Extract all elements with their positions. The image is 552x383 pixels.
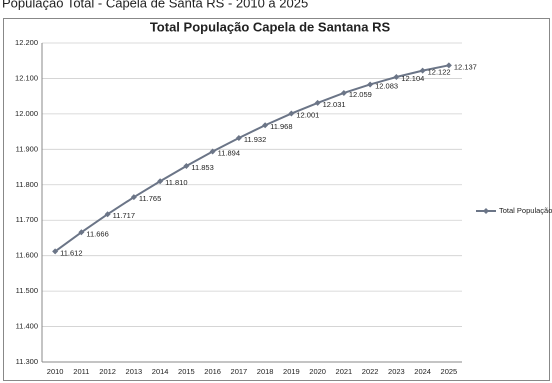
data-label: 12.031 bbox=[323, 100, 346, 109]
y-tick-label: 12.100 bbox=[15, 73, 38, 82]
x-tick-label: 2019 bbox=[283, 367, 300, 376]
data-label: 11.666 bbox=[86, 229, 108, 238]
y-tick-label: 12.000 bbox=[15, 109, 38, 118]
data-label: 12.137 bbox=[454, 62, 477, 71]
y-tick-label: 11.700 bbox=[16, 215, 38, 224]
y-tick-label: 12.200 bbox=[15, 38, 38, 47]
data-label: 11.612 bbox=[60, 248, 82, 257]
x-tick-label: 2014 bbox=[152, 367, 169, 376]
marker bbox=[78, 229, 85, 236]
marker bbox=[262, 122, 269, 129]
data-label: 12.122 bbox=[428, 68, 451, 77]
marker bbox=[340, 89, 347, 96]
legend-label: Total População bbox=[499, 206, 552, 215]
y-tick-label: 11.300 bbox=[16, 357, 38, 366]
data-label: 11.894 bbox=[218, 148, 240, 157]
data-label: 11.765 bbox=[139, 194, 161, 203]
data-label: 11.810 bbox=[165, 178, 187, 187]
x-tick-label: 2011 bbox=[73, 367, 89, 376]
marker bbox=[157, 178, 164, 185]
marker bbox=[104, 211, 111, 218]
y-tick-label: 11.800 bbox=[16, 180, 38, 189]
marker bbox=[393, 74, 400, 81]
x-tick-label: 2016 bbox=[204, 367, 221, 376]
marker bbox=[183, 162, 190, 169]
page-heading: População Total - Capela de Santa RS - 2… bbox=[2, 0, 308, 10]
marker bbox=[235, 134, 242, 141]
data-label: 12.001 bbox=[296, 111, 319, 120]
x-tick-label: 2024 bbox=[414, 367, 431, 376]
x-tick-label: 2022 bbox=[362, 367, 379, 376]
y-tick-label: 11.900 bbox=[16, 144, 38, 153]
data-label: 11.968 bbox=[270, 122, 292, 131]
marker bbox=[419, 67, 426, 74]
x-tick-label: 2010 bbox=[47, 367, 64, 376]
data-label: 12.104 bbox=[401, 74, 424, 83]
x-tick-label: 2021 bbox=[336, 367, 353, 376]
data-label: 12.059 bbox=[349, 90, 372, 99]
x-tick-label: 2017 bbox=[231, 367, 248, 376]
marker bbox=[288, 110, 295, 117]
data-label: 11.932 bbox=[244, 135, 266, 144]
x-tick-label: 2025 bbox=[441, 367, 458, 376]
marker bbox=[314, 99, 321, 106]
data-label: 12.083 bbox=[375, 81, 398, 90]
y-tick-label: 11.400 bbox=[16, 322, 38, 331]
x-tick-label: 2020 bbox=[309, 367, 326, 376]
chart-title: Total População Capela de Santana RS bbox=[150, 19, 391, 34]
x-tick-label: 2015 bbox=[178, 367, 195, 376]
y-tick-label: 11.600 bbox=[16, 251, 38, 260]
marker bbox=[130, 194, 137, 201]
marker bbox=[52, 248, 59, 255]
marker bbox=[209, 148, 216, 155]
data-label: 11.853 bbox=[191, 163, 213, 172]
x-tick-label: 2013 bbox=[126, 367, 143, 376]
x-tick-label: 2018 bbox=[257, 367, 274, 376]
marker bbox=[367, 81, 374, 88]
x-tick-label: 2023 bbox=[388, 367, 405, 376]
y-tick-label: 11.500 bbox=[16, 286, 38, 295]
data-label: 11.717 bbox=[113, 211, 135, 220]
legend-marker bbox=[483, 208, 489, 214]
marker bbox=[445, 62, 452, 69]
x-tick-label: 2012 bbox=[99, 367, 116, 376]
line bbox=[54, 64, 450, 253]
